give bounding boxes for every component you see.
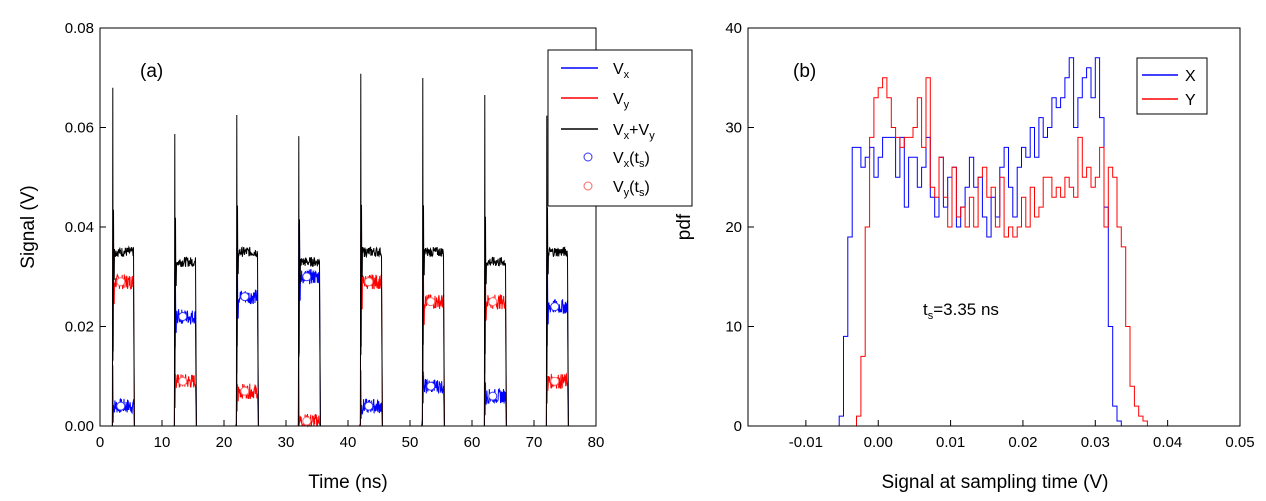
vx-pulse-line <box>235 247 259 427</box>
panel-b-label: (b) <box>793 61 816 82</box>
legend-vx-label: Vx <box>613 61 630 81</box>
vx-pulse-line <box>297 223 321 427</box>
x-tick-label: 0.02 <box>1008 434 1037 451</box>
sum-pulse-line <box>235 114 259 427</box>
y-tick-label: 0.04 <box>65 219 94 236</box>
panel-a-x-axis-title: Time (ns) <box>308 472 388 493</box>
vx-sample-marker <box>550 302 560 312</box>
vx-pulse-line <box>421 369 445 427</box>
vy-pulse-line <box>483 264 507 427</box>
vy-pulse-line <box>359 231 383 427</box>
panel-b-legend-box <box>1136 57 1208 115</box>
vy-sample-marker <box>426 297 436 307</box>
x-tick-label: 30 <box>278 434 295 451</box>
y-tick-label: 40 <box>725 20 742 37</box>
panel-a-time-trace: 0 10 20 30 40 50 60 70 80 0.00 0.02 0.04 0.06 0.08 (… <box>18 20 693 493</box>
vy-sample-marker <box>240 386 250 396</box>
vx-pulse-line <box>545 257 569 427</box>
vy-sample-marker <box>488 297 498 307</box>
vx-sample-marker <box>302 272 312 282</box>
y-tick-label: 0.00 <box>65 418 94 435</box>
panel-a-legend-box <box>547 49 693 207</box>
x-tick-label: -0.01 <box>789 434 823 451</box>
panel-b-y-ticks: 0 10 20 30 40 <box>725 20 754 435</box>
x-tick-label: 80 <box>588 434 605 451</box>
vx-sample-marker <box>240 292 250 302</box>
vx-sample-marker <box>488 391 498 401</box>
vy-sample-marker <box>178 376 188 386</box>
y-tick-label: 0.08 <box>65 20 94 37</box>
vy-sample-marker <box>550 376 560 386</box>
y-tick-label: 0 <box>734 418 742 435</box>
x-tick-label: 0.05 <box>1225 434 1254 451</box>
vy-pulse-line <box>545 344 569 427</box>
vx-sample-marker <box>364 401 374 411</box>
panel-a-label: (a) <box>140 61 163 82</box>
vx-sample-marker <box>426 381 436 391</box>
legend-vy-label: Vy <box>613 91 630 111</box>
vx-sample-marker <box>116 401 126 411</box>
histogram-y-line <box>748 77 1240 427</box>
panel-a-y-axis-title: Signal (V) <box>18 185 39 268</box>
legend-vx-ts-label: Vx(ts) <box>613 150 650 170</box>
panel-b-legend: X Y <box>1136 57 1208 115</box>
x-tick-label: 70 <box>526 434 543 451</box>
x-tick-label: 0.01 <box>936 434 965 451</box>
x-tick-label: 0.04 <box>1153 434 1182 451</box>
vy-sample-marker <box>302 416 312 426</box>
vx-pulse-line <box>173 270 197 427</box>
panel-b-histogram: -0.01 0.00 0.01 0.02 0.03 0.04 0.05 010203040 … <box>674 20 1255 493</box>
sum-pulse-line <box>111 87 135 427</box>
x-tick-label: 0 <box>96 434 104 451</box>
sum-pulse-line <box>545 115 569 427</box>
y-tick-label: 0.06 <box>65 120 94 137</box>
vy-sample-marker <box>364 277 374 287</box>
panel-b-x-ticks: -0.01 0.00 0.01 0.02 0.03 0.04 0.05 <box>789 420 1255 451</box>
legend-vx-ts-marker <box>583 152 593 162</box>
histogram-x-line <box>748 57 1240 427</box>
legend-vy-ts-label: Vy(ts) <box>613 179 650 199</box>
vy-pulse-line <box>235 340 259 427</box>
legend-y-label: Y <box>1185 92 1196 109</box>
x-tick-label: 20 <box>216 434 233 451</box>
vx-pulse-line <box>483 365 507 427</box>
vy-sample-marker <box>116 277 126 287</box>
sampling-time-annotation: ts=3.35 ns <box>923 300 999 322</box>
legend-sum-label: Vx+Vy <box>613 122 655 142</box>
panel-a-x-ticks: 0 10 20 30 40 50 60 70 80 <box>96 420 605 451</box>
x-tick-label: 0.03 <box>1081 434 1110 451</box>
vy-pulse-line <box>297 344 321 428</box>
panel-a-plot-area <box>100 73 596 428</box>
sum-pulse-line <box>421 77 445 427</box>
y-tick-label: 20 <box>725 219 742 236</box>
x-tick-label: 0.00 <box>864 434 893 451</box>
sum-pulse-line <box>483 94 507 427</box>
sum-pulse-line <box>297 136 321 427</box>
x-tick-label: 10 <box>154 434 171 451</box>
y-tick-label: 0.02 <box>65 319 94 336</box>
vy-pulse-line <box>111 239 135 427</box>
panel-b-plot-area <box>748 57 1240 427</box>
y-tick-label: 30 <box>725 120 742 137</box>
vx-pulse-line <box>359 370 383 427</box>
x-tick-label: 40 <box>340 434 357 451</box>
vx-sample-marker <box>178 312 188 322</box>
vy-pulse-line <box>421 267 445 427</box>
y-tick-label: 10 <box>725 319 742 336</box>
legend-vy-ts-marker <box>583 181 593 191</box>
panel-b-y-axis-title: pdf <box>674 213 695 240</box>
legend-x-label: X <box>1185 68 1196 85</box>
panel-a-y-ticks: 0.00 0.02 0.04 0.06 0.08 <box>65 20 106 435</box>
x-tick-label: 60 <box>464 434 481 451</box>
panel-a-legend: Vx Vy Vx+Vy Vx(ts) Vy(ts) <box>547 49 693 207</box>
x-tick-label: 50 <box>402 434 419 451</box>
sum-pulse-line <box>173 133 197 427</box>
vy-pulse-line <box>173 349 197 427</box>
panel-b-x-axis-title: Signal at sampling time (V) <box>881 472 1108 493</box>
vx-pulse-line <box>111 365 135 427</box>
sum-pulse-line <box>359 73 383 427</box>
